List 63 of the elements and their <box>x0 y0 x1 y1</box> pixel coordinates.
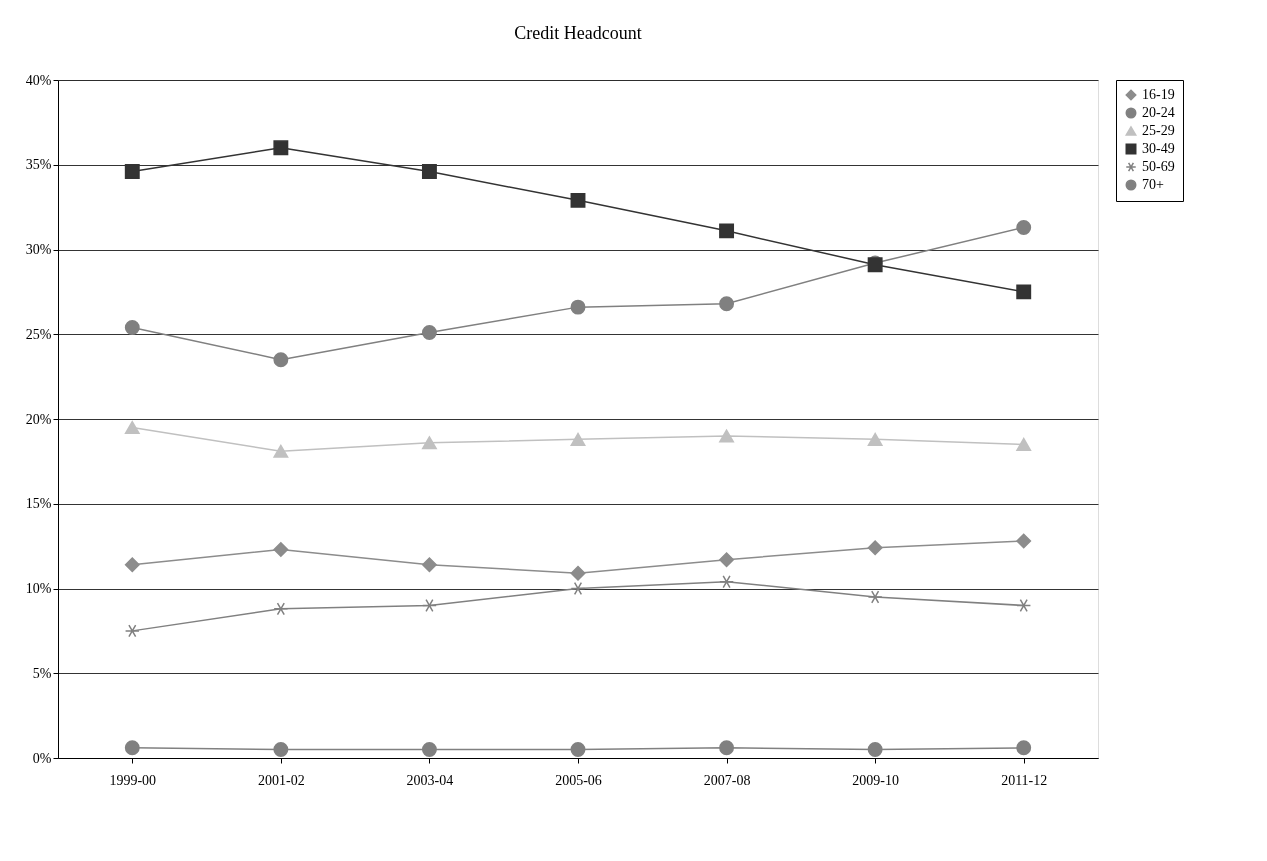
point <box>1016 284 1032 300</box>
point <box>570 581 586 596</box>
point <box>273 542 289 557</box>
legend-label: 25-29 <box>1142 123 1175 138</box>
point <box>719 740 735 756</box>
point <box>1016 220 1032 235</box>
point <box>570 742 586 757</box>
legend-label: 30-49 <box>1142 141 1175 156</box>
chart-title: Credit Headcount <box>514 23 642 43</box>
point <box>421 436 437 450</box>
point <box>1016 533 1032 549</box>
point <box>867 742 883 757</box>
point <box>719 575 735 589</box>
point <box>421 325 437 340</box>
point <box>1016 598 1032 613</box>
legend-label: 20-24 <box>1142 105 1175 120</box>
point <box>867 540 883 556</box>
y-tick-label: 10% <box>25 581 52 596</box>
point <box>421 557 437 573</box>
point <box>719 552 735 568</box>
y-tick-label: 5% <box>32 665 52 681</box>
x-tick-label: 2007-08 <box>703 772 751 788</box>
point <box>570 299 586 315</box>
y-tick-label: 30% <box>25 242 52 257</box>
point <box>570 565 586 581</box>
point <box>273 352 289 368</box>
point <box>124 557 140 573</box>
point <box>421 598 437 613</box>
point <box>124 624 140 638</box>
legend-label: 70+ <box>1142 177 1164 192</box>
point <box>719 296 735 312</box>
point <box>124 320 140 335</box>
legend-label: 50-69 <box>1142 159 1175 174</box>
point <box>124 740 140 756</box>
x-tick-label: 2001-02 <box>258 772 305 788</box>
point <box>273 444 289 458</box>
point <box>1016 740 1032 756</box>
x-tick-label: 2011-12 <box>1001 772 1048 788</box>
y-tick-label: 35% <box>25 157 52 173</box>
point <box>570 192 586 208</box>
y-tick-label: 25% <box>25 326 52 342</box>
point <box>124 164 140 179</box>
point <box>867 432 883 446</box>
point <box>273 140 289 156</box>
x-tick-label: 2009-10 <box>852 772 899 788</box>
point <box>719 429 735 443</box>
y-tick-label: 40% <box>25 72 52 88</box>
point <box>421 164 437 179</box>
point <box>867 590 883 604</box>
y-tick-label: 0% <box>32 750 52 766</box>
point <box>124 420 140 435</box>
y-tick-label: 15% <box>25 496 52 512</box>
y-tick-label: 20% <box>25 411 52 427</box>
point <box>1016 437 1032 451</box>
x-tick-label: 2003-04 <box>406 772 454 788</box>
x-tick-label: 1999-00 <box>109 772 157 788</box>
x-tick-label: 2005-06 <box>555 772 602 788</box>
point <box>273 602 289 616</box>
legend-label: 16-19 <box>1142 87 1175 102</box>
point <box>273 742 289 757</box>
point <box>421 742 437 757</box>
point <box>570 432 586 446</box>
point <box>719 223 735 239</box>
